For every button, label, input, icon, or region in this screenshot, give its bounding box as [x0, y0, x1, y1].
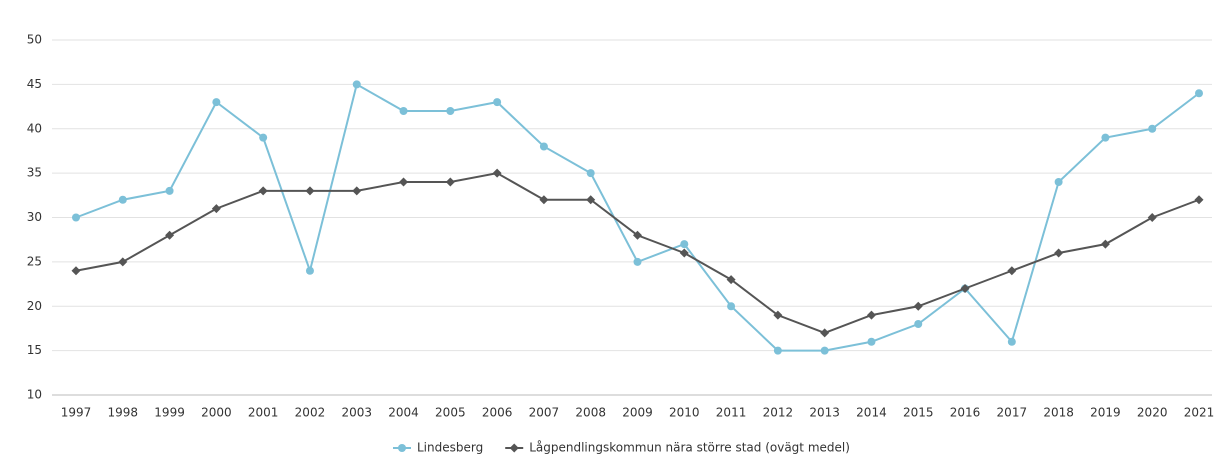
x-tick-label: 2004 — [388, 406, 419, 420]
x-tick-label: 2012 — [763, 406, 794, 420]
y-tick-label: 30 — [27, 210, 42, 224]
marker — [211, 204, 221, 214]
x-tick-label: 2010 — [669, 406, 700, 420]
marker — [1195, 89, 1203, 98]
x-tick-label: 2007 — [529, 406, 560, 420]
marker — [492, 168, 502, 178]
marker — [586, 169, 595, 178]
marker — [1007, 337, 1016, 346]
x-tick-label: 2000 — [201, 406, 232, 420]
y-tick-label: 35 — [27, 166, 42, 180]
marker — [258, 186, 268, 196]
x-tick-label: 2016 — [950, 406, 981, 420]
x-tick-label: 2020 — [1137, 406, 1168, 420]
y-tick-label: 10 — [27, 388, 42, 402]
marker — [352, 186, 362, 196]
marker — [866, 310, 876, 320]
marker — [399, 177, 409, 187]
marker — [726, 275, 736, 285]
x-tick-label: 2019 — [1090, 406, 1121, 420]
marker — [259, 133, 268, 142]
y-tick-label: 15 — [27, 343, 42, 357]
marker — [352, 80, 361, 89]
x-tick-label: 2014 — [856, 406, 887, 420]
x-tick-label: 1998 — [108, 406, 139, 420]
marker — [913, 301, 923, 311]
marker — [633, 230, 642, 240]
marker — [399, 107, 408, 115]
marker — [539, 142, 548, 151]
marker — [445, 177, 455, 187]
marker — [1147, 213, 1157, 222]
marker — [914, 320, 923, 328]
legend-label: Lågpendlingskommun nära större stad (ovä… — [529, 441, 850, 455]
marker — [867, 337, 876, 346]
x-tick-label: 2015 — [903, 406, 934, 420]
marker — [679, 248, 689, 258]
marker — [727, 302, 736, 311]
marker — [773, 346, 782, 355]
x-tick-label: 2008 — [575, 406, 606, 420]
marker — [509, 443, 519, 453]
marker — [1100, 239, 1110, 249]
x-tick-label: 2002 — [295, 406, 326, 420]
y-tick-label: 45 — [27, 77, 42, 91]
y-tick-label: 40 — [27, 121, 42, 135]
marker — [680, 240, 689, 249]
marker — [820, 328, 830, 338]
marker — [165, 186, 174, 195]
marker — [960, 284, 970, 293]
marker — [493, 98, 502, 107]
x-tick-label: 2005 — [435, 406, 466, 420]
x-tick-label: 2018 — [1043, 406, 1074, 420]
y-tick-label: 50 — [27, 33, 42, 47]
x-tick-label: 2006 — [482, 406, 513, 420]
marker — [820, 346, 829, 355]
marker — [212, 98, 221, 107]
legend-label: Lindesberg — [417, 441, 483, 455]
marker — [118, 257, 128, 267]
marker — [446, 107, 455, 115]
marker — [72, 213, 80, 222]
marker — [1007, 266, 1017, 276]
y-tick-label: 20 — [27, 299, 42, 313]
x-tick-label: 2003 — [341, 406, 372, 420]
marker — [118, 195, 127, 204]
x-tick-label: 1997 — [61, 406, 92, 420]
marker — [1054, 248, 1064, 258]
marker — [1194, 195, 1204, 205]
x-tick-label: 1999 — [154, 406, 185, 420]
marker — [71, 266, 81, 276]
marker — [773, 310, 783, 320]
marker — [1054, 178, 1063, 186]
marker — [305, 186, 315, 196]
marker — [165, 230, 175, 240]
marker — [1101, 133, 1110, 142]
series-line — [75, 172, 1200, 334]
x-tick-label: 2021 — [1184, 406, 1215, 420]
marker — [1148, 124, 1157, 133]
x-tick-label: 2009 — [622, 406, 653, 420]
y-tick-label: 25 — [27, 254, 42, 268]
x-tick-label: 2013 — [809, 406, 840, 420]
marker — [633, 257, 642, 266]
marker — [539, 195, 549, 205]
x-tick-label: 2011 — [716, 406, 747, 420]
x-tick-label: 2017 — [997, 406, 1028, 420]
marker — [305, 266, 314, 275]
x-tick-label: 2001 — [248, 406, 279, 420]
marker — [586, 195, 596, 205]
legend: Lindesberg Lågpendlingskommun nära större… — [393, 441, 850, 455]
marker — [398, 444, 406, 452]
